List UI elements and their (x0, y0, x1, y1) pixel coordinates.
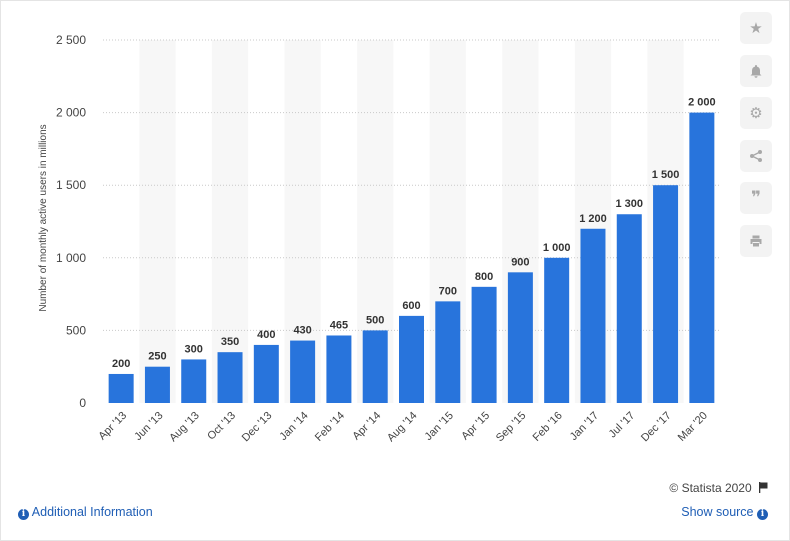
gear-icon: ⚙ (749, 105, 763, 122)
data-label: 250 (148, 351, 166, 363)
additional-information-link[interactable]: i Additional Information (18, 505, 153, 520)
bar[interactable] (435, 301, 461, 403)
star-icon: ★ (749, 20, 763, 37)
bar[interactable] (144, 366, 170, 403)
data-label: 800 (475, 271, 493, 283)
x-tick-label: Dec '17 (639, 410, 674, 445)
bar[interactable] (544, 257, 570, 403)
bar[interactable] (326, 335, 352, 403)
print-button[interactable] (740, 224, 772, 257)
favorite-button[interactable]: ★ (740, 12, 772, 44)
x-tick-label: Apr '13 (96, 410, 129, 443)
y-axis-label: Number of monthly active users in millio… (38, 124, 49, 311)
y-tick-label: 0 (79, 396, 86, 410)
print-icon (750, 235, 762, 246)
data-label: 300 (185, 343, 203, 355)
data-label: 1 200 (579, 213, 607, 225)
background-band (139, 40, 176, 403)
bar[interactable] (471, 286, 497, 403)
notification-button[interactable] (740, 54, 772, 87)
bell-icon (750, 64, 762, 78)
info-icon: i (757, 509, 768, 520)
data-label: 600 (402, 300, 420, 312)
x-tick-label: Aug '14 (385, 410, 420, 445)
bar[interactable] (362, 330, 388, 403)
data-label: 430 (293, 325, 311, 337)
show-source-label: Show source (681, 505, 754, 519)
x-tick-label: Jul '17 (607, 410, 638, 441)
bar[interactable] (507, 272, 533, 403)
bar[interactable] (181, 359, 207, 403)
x-tick-label: Oct '13 (205, 410, 238, 443)
settings-button[interactable]: ⚙ (740, 97, 772, 129)
bar-chart: 0 500 1 000 1 500 2 000 2 500 200 250 300 350 400… (38, 33, 720, 445)
data-label: 700 (439, 285, 457, 297)
flag-icon (759, 482, 768, 493)
info-icon: i (18, 509, 29, 520)
bar[interactable] (399, 315, 424, 403)
data-label: 400 (257, 329, 275, 341)
y-tick-label: 1 500 (56, 178, 86, 192)
bar[interactable] (253, 344, 279, 403)
bar[interactable] (689, 112, 715, 403)
share-icon (750, 149, 762, 162)
bar[interactable] (290, 340, 316, 403)
share-button[interactable] (740, 139, 772, 172)
y-tick-label: 1 000 (56, 251, 86, 265)
data-label: 465 (330, 319, 348, 331)
bar[interactable] (616, 214, 642, 403)
data-label: 1 000 (543, 242, 571, 254)
quote-icon: ❞ (751, 188, 761, 207)
bar[interactable] (217, 352, 243, 403)
data-label: 1 300 (615, 198, 643, 210)
x-tick-label: Dec '13 (240, 410, 275, 445)
x-tick-label: Jan '15 (423, 410, 456, 443)
x-tick-label: Aug '13 (167, 410, 202, 445)
x-tick-label: Feb '14 (313, 410, 347, 444)
copyright-text: © Statista 2020 (669, 481, 752, 495)
y-tick-label: 500 (66, 323, 86, 337)
x-tick-label: Jan '17 (568, 410, 601, 443)
x-tick-label: Feb '16 (531, 410, 565, 444)
bar[interactable] (653, 185, 679, 403)
toolbar: ★ ⚙ ❞ (740, 12, 772, 267)
x-tick-label: Apr '15 (459, 410, 492, 443)
y-tick-label: 2 500 (56, 33, 86, 47)
copyright: © Statista 2020 (669, 481, 768, 495)
x-tick-label: Apr '14 (350, 410, 383, 443)
x-tick-label: Sep '15 (494, 410, 529, 445)
bar[interactable] (580, 228, 606, 403)
data-label: 200 (112, 358, 130, 370)
data-label: 2 000 (688, 97, 716, 109)
additional-information-label: Additional Information (31, 505, 153, 519)
show-source-link[interactable]: Show source i (681, 505, 768, 520)
cite-button[interactable]: ❞ (740, 182, 772, 214)
x-tick-label: Mar '20 (676, 410, 710, 444)
bar[interactable] (108, 373, 134, 403)
background-band (211, 40, 249, 403)
data-label: 350 (221, 336, 239, 348)
y-tick-label: 2 000 (56, 106, 86, 120)
data-label: 500 (366, 314, 384, 326)
x-tick-label: Jun '13 (132, 410, 165, 443)
data-label: 1 500 (652, 169, 680, 181)
data-label: 900 (511, 256, 529, 268)
x-tick-label: Jan '14 (277, 410, 310, 443)
